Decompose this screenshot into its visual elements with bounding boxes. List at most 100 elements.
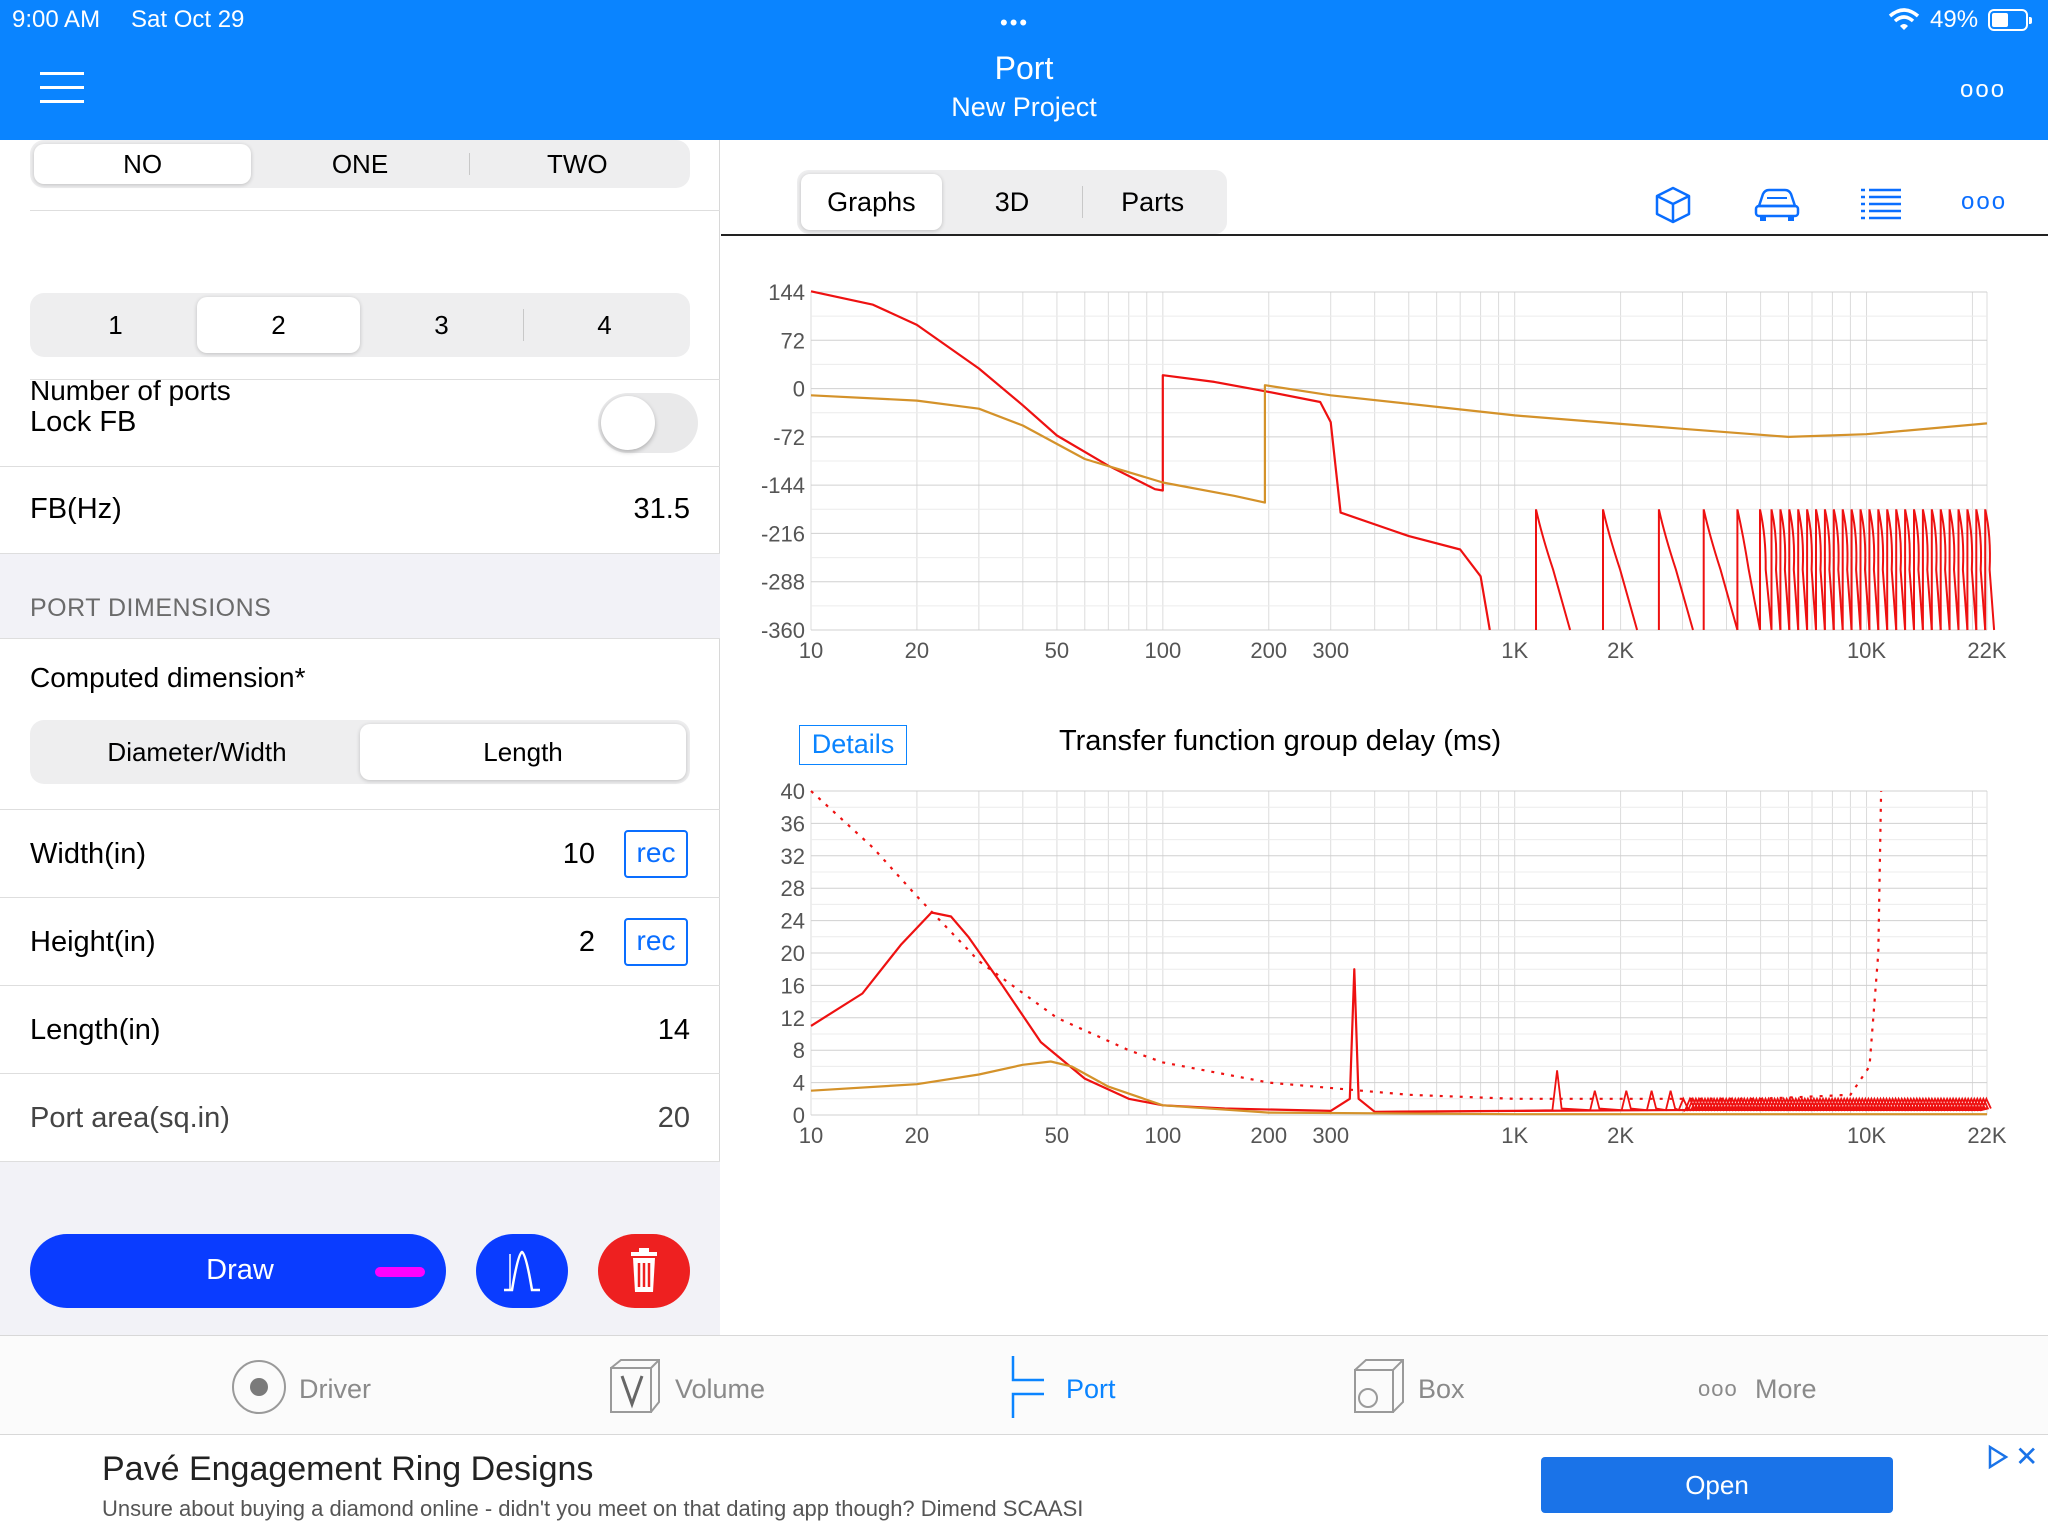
phase-spike	[1736, 509, 1761, 631]
tab-label: More	[1755, 1374, 1817, 1404]
tab-more[interactable]: ooo More	[1698, 1336, 1828, 1436]
y-tick-label: 12	[781, 1006, 805, 1031]
ad-open-button[interactable]: Open	[1541, 1457, 1893, 1513]
phase-spike	[1823, 509, 1835, 631]
status-time: 9:00 AM	[12, 6, 101, 33]
flare-option-one[interactable]: ONE	[331, 149, 389, 179]
num-ports-option-4[interactable]: 4	[523, 297, 686, 353]
list-icon[interactable]	[1859, 184, 1903, 224]
flare-segmented-control: NO ONE TWO	[30, 140, 690, 188]
draw-color-marker	[375, 1267, 425, 1277]
tab-port[interactable]: Port	[1010, 1336, 1150, 1436]
ad-body[interactable]: Unsure about buying a diamond online - d…	[102, 1496, 1084, 1521]
computed-option-length[interactable]: Length	[360, 724, 686, 780]
adchoices-icon[interactable]	[1986, 1444, 2010, 1470]
num-ports-label: Number of ports	[30, 375, 231, 406]
phase-spike	[1850, 509, 1862, 631]
x-tick-label: 100	[1144, 638, 1181, 663]
phase-spike	[1913, 509, 1924, 631]
series-line-1	[810, 290, 1491, 631]
volume-icon	[610, 1359, 660, 1413]
length-label: Length(in)	[30, 1014, 161, 1046]
group-delay-ripple	[1514, 1070, 1992, 1113]
tab-box[interactable]: Box	[1352, 1336, 1482, 1436]
x-tick-label: 50	[1045, 1123, 1069, 1148]
phase-spike	[1868, 509, 1880, 631]
tab-parts[interactable]: Parts	[1082, 174, 1223, 230]
details-button[interactable]: Details	[799, 725, 907, 765]
x-tick-label: 1K	[1501, 1123, 1528, 1148]
height-rec-button[interactable]: rec	[624, 918, 688, 966]
x-tick-label: 10	[799, 1123, 823, 1148]
y-tick-label: 8	[793, 1038, 805, 1063]
draw-button[interactable]: Draw	[30, 1234, 446, 1308]
num-ports-segmented-control: 1 2 3 4	[30, 293, 690, 357]
tab-3d[interactable]: 3D	[994, 187, 1030, 217]
delete-button[interactable]	[598, 1234, 690, 1308]
divider	[30, 210, 720, 211]
graph-more-icon[interactable]: ooo	[1961, 188, 2008, 215]
phase-spike	[1859, 509, 1871, 631]
y-tick-label: 36	[781, 811, 805, 836]
tab-label: Box	[1418, 1374, 1465, 1404]
width-value[interactable]: 10	[562, 838, 595, 870]
battery-icon	[1988, 9, 2032, 31]
ad-banner[interactable]: Pavé Engagement Ring Designs Unsure abou…	[0, 1436, 2048, 1536]
flare-option-two[interactable]: TWO	[468, 144, 686, 184]
x-tick-label: 20	[905, 638, 929, 663]
num-ports-option-1[interactable]: 1	[108, 310, 123, 340]
height-label: Height(in)	[30, 926, 156, 958]
series-line-2	[810, 1060, 1987, 1116]
y-tick-label: 144	[768, 280, 805, 305]
lock-fb-toggle[interactable]	[598, 393, 698, 453]
lock-fb-label: Lock FB	[30, 406, 137, 438]
flare-option-no[interactable]: NO	[34, 144, 252, 184]
cube-icon[interactable]	[1653, 184, 1693, 224]
tab-volume[interactable]: Volume	[608, 1336, 808, 1436]
tab-graphs[interactable]: Graphs	[801, 174, 942, 230]
phase-spike	[1930, 509, 1942, 631]
x-tick-label: 100	[1144, 1123, 1181, 1148]
more-icon: ooo	[1698, 1376, 1738, 1401]
x-tick-label: 1K	[1501, 638, 1528, 663]
x-tick-label: 300	[1312, 638, 1349, 663]
phase-spike	[1657, 509, 1694, 631]
phase-spike	[1535, 509, 1572, 631]
header-more-icon[interactable]: ooo	[1960, 76, 2007, 103]
view-segmented-control: Graphs 3D Parts	[797, 170, 1227, 234]
ad-close-icon[interactable]: ✕	[2015, 1441, 2039, 1472]
x-tick-label: 10K	[1847, 1123, 1886, 1148]
status-date: Sat Oct 29	[131, 6, 245, 33]
page-title: Port	[994, 50, 1054, 86]
tab-label: Driver	[299, 1374, 371, 1404]
tab-label: Volume	[675, 1374, 766, 1404]
hamburger-menu-icon[interactable]	[40, 72, 84, 104]
phase-spike	[1895, 509, 1907, 631]
num-ports-option-2[interactable]: 2	[197, 297, 360, 353]
fb-label: FB(Hz)	[30, 493, 122, 525]
x-tick-label: 10	[799, 638, 823, 663]
x-tick-label: 22K	[1967, 638, 2006, 663]
fb-value[interactable]: 31.5	[633, 493, 690, 525]
width-rec-button[interactable]: rec	[624, 830, 688, 878]
toolbar-divider	[721, 234, 2048, 236]
divider	[30, 379, 720, 380]
y-tick-label: 32	[781, 844, 805, 869]
computed-option-diameter-width[interactable]: Diameter/Width	[107, 737, 287, 767]
ad-title[interactable]: Pavé Engagement Ring Designs	[102, 1450, 594, 1488]
num-ports-option-3[interactable]: 3	[434, 310, 449, 340]
port-dimensions-section: PORT DIMENSIONS	[0, 554, 720, 639]
phase-spike	[1957, 509, 1969, 631]
x-tick-label: 300	[1312, 1123, 1349, 1148]
box-icon	[1354, 1359, 1404, 1413]
car-icon[interactable]	[1753, 184, 1801, 224]
phase-spike	[1602, 509, 1639, 631]
multitasking-dots[interactable]: •••	[1000, 10, 1030, 35]
phase-spike	[1779, 509, 1791, 631]
response-graph-button[interactable]	[476, 1234, 568, 1308]
tab-label: Port	[1066, 1374, 1116, 1404]
tab-driver[interactable]: Driver	[230, 1336, 390, 1436]
height-value[interactable]: 2	[578, 926, 595, 958]
phase-spike	[1832, 509, 1844, 631]
